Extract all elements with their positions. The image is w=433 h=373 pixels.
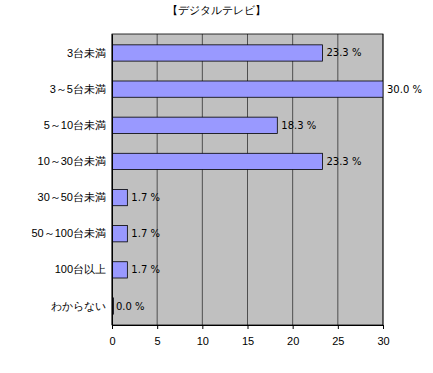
tick: 10～30台未満	[38, 155, 112, 167]
tick-label: 20	[287, 335, 299, 347]
tick: 3台未満	[67, 46, 112, 58]
axis-line	[113, 326, 384, 330]
bars	[112, 45, 383, 314]
tick: 50～100台未満	[31, 227, 112, 239]
bar	[112, 117, 277, 133]
data-label: 0.0 %	[116, 301, 145, 312]
tick: 5	[155, 325, 161, 347]
category-label: 30～50台未満	[38, 191, 106, 203]
tick: 20	[287, 325, 299, 347]
tick-label: 5	[155, 335, 161, 347]
tick-mark	[383, 325, 384, 329]
y-axis: 3台未満 3～5台未満 5～10台未満 10～30台未満 30～50台未満 50～100台…	[31, 35, 112, 326]
bar	[112, 189, 127, 205]
bar	[112, 153, 322, 169]
category-label: 50～100台未満	[31, 227, 106, 239]
bar	[112, 45, 322, 61]
plot: 23.3 % 30.0 % 18.3 % 23.3 % 1.7 % 1.7 % 1.7 % 0…	[31, 34, 422, 347]
data-label: 18.3 %	[281, 120, 316, 131]
tick: 30～50台未満	[38, 191, 112, 203]
grid-line	[292, 34, 293, 325]
plot-background	[112, 34, 383, 325]
tick-label: 15	[242, 335, 254, 347]
tick-mark	[202, 325, 203, 329]
category-label: 3台未満	[67, 46, 106, 58]
grid-line	[112, 34, 113, 325]
tick-label: 25	[332, 335, 344, 347]
data-label: 30.0 %	[387, 84, 422, 95]
tick: 3～5台未満	[50, 83, 112, 95]
chart: 【デジタルテレビ】 23.3 % 30.0 % 18.3 % 23.3 % 1.7 % 1.…	[0, 0, 433, 373]
title: 【デジタルテレビ】	[167, 4, 266, 17]
data-label: 1.7 %	[131, 228, 160, 239]
tick-label: 30	[377, 335, 389, 347]
tick-label: 10	[197, 335, 209, 347]
bar	[112, 81, 383, 97]
data-label: 1.7 %	[131, 264, 160, 275]
tick-mark	[157, 325, 158, 329]
tick: 5～10台未満	[44, 119, 112, 131]
tick: 30	[377, 325, 389, 347]
category-label: 3～5台未満	[50, 83, 106, 95]
axis-line	[112, 35, 113, 326]
tick: 0	[109, 325, 115, 347]
category-label: 5～10台未満	[44, 119, 106, 131]
tick-mark	[338, 325, 339, 329]
data-labels: 23.3 % 30.0 % 18.3 % 23.3 % 1.7 % 1.7 % 1.7 % 0…	[116, 47, 422, 311]
data-label: 1.7 %	[131, 192, 160, 203]
bar	[112, 226, 127, 242]
tick: 15	[242, 325, 254, 347]
x-axis: 0 5 10 15 20 25 30	[109, 325, 389, 347]
tick: 100台以上	[55, 263, 112, 275]
grid-line	[247, 34, 248, 325]
category-label: わからない	[51, 300, 106, 312]
tick: 25	[332, 325, 344, 347]
tick-mark	[293, 325, 294, 329]
tick: 10	[197, 325, 209, 347]
tick: わからない	[51, 300, 112, 312]
grid-line	[383, 34, 384, 325]
category-label: 100台以上	[55, 263, 106, 275]
grid-line	[157, 34, 158, 325]
tick-mark	[112, 325, 113, 329]
grid-line	[202, 34, 203, 325]
tick-label: 0	[109, 335, 115, 347]
grid	[112, 34, 383, 325]
data-label: 23.3 %	[326, 47, 361, 58]
bar	[112, 262, 127, 278]
data-label: 23.3 %	[326, 156, 361, 167]
tick-mark	[248, 325, 249, 329]
grid-line	[337, 34, 338, 325]
category-label: 10～30台未満	[38, 155, 106, 167]
